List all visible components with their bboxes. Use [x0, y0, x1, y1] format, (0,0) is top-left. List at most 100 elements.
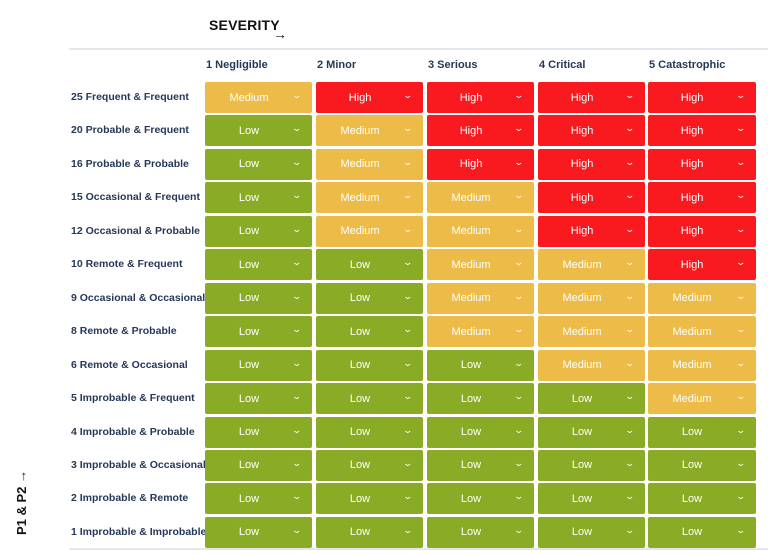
chevron-down-icon[interactable]: ⌄: [402, 190, 414, 201]
risk-level-dropdown[interactable]: Low ⌄: [205, 416, 312, 448]
risk-level-dropdown[interactable]: High ⌄: [648, 182, 756, 214]
risk-level-dropdown[interactable]: Low ⌄: [316, 316, 423, 348]
chevron-down-icon[interactable]: ⌄: [513, 257, 525, 268]
chevron-down-icon[interactable]: ⌄: [735, 524, 747, 535]
chevron-down-icon[interactable]: ⌄: [513, 156, 525, 167]
risk-level-dropdown[interactable]: High ⌄: [316, 82, 423, 113]
risk-level-dropdown[interactable]: Low ⌄: [316, 483, 423, 515]
risk-level-dropdown[interactable]: High ⌄: [648, 215, 756, 247]
risk-level-dropdown[interactable]: Low ⌄: [316, 416, 423, 448]
risk-level-dropdown[interactable]: Low ⌄: [316, 449, 423, 481]
chevron-down-icon[interactable]: ⌄: [513, 524, 525, 535]
risk-level-dropdown[interactable]: Low ⌄: [648, 416, 756, 448]
risk-level-dropdown[interactable]: Low ⌄: [205, 383, 312, 415]
risk-level-dropdown[interactable]: Low ⌄: [648, 483, 756, 515]
chevron-down-icon[interactable]: ⌄: [624, 190, 636, 201]
chevron-down-icon[interactable]: ⌄: [735, 190, 747, 201]
risk-level-dropdown[interactable]: Low ⌄: [205, 148, 312, 180]
chevron-down-icon[interactable]: ⌄: [291, 391, 303, 402]
risk-level-dropdown[interactable]: Low ⌄: [648, 449, 756, 481]
chevron-down-icon[interactable]: ⌄: [513, 357, 525, 368]
chevron-down-icon[interactable]: ⌄: [291, 190, 303, 201]
risk-level-dropdown[interactable]: Low ⌄: [205, 349, 312, 381]
risk-level-dropdown[interactable]: High ⌄: [538, 148, 645, 180]
risk-level-dropdown[interactable]: Low ⌄: [538, 383, 645, 415]
chevron-down-icon[interactable]: ⌄: [624, 324, 636, 335]
risk-level-dropdown[interactable]: Low ⌄: [648, 516, 756, 548]
chevron-down-icon[interactable]: ⌄: [513, 391, 525, 402]
risk-level-dropdown[interactable]: High ⌄: [538, 182, 645, 214]
chevron-down-icon[interactable]: ⌄: [291, 123, 303, 134]
risk-level-dropdown[interactable]: Low ⌄: [538, 416, 645, 448]
chevron-down-icon[interactable]: ⌄: [291, 424, 303, 435]
chevron-down-icon[interactable]: ⌄: [513, 324, 525, 335]
risk-level-dropdown[interactable]: Low ⌄: [316, 516, 423, 548]
chevron-down-icon[interactable]: ⌄: [291, 223, 303, 234]
chevron-down-icon[interactable]: ⌄: [402, 223, 414, 234]
risk-level-dropdown[interactable]: Low ⌄: [427, 416, 534, 448]
chevron-down-icon[interactable]: ⌄: [402, 424, 414, 435]
risk-level-dropdown[interactable]: Medium ⌄: [648, 383, 756, 415]
risk-level-dropdown[interactable]: High ⌄: [427, 82, 534, 113]
risk-level-dropdown[interactable]: Low ⌄: [205, 182, 312, 214]
chevron-down-icon[interactable]: ⌄: [402, 90, 414, 100]
risk-level-dropdown[interactable]: Medium ⌄: [427, 316, 534, 348]
chevron-down-icon[interactable]: ⌄: [291, 257, 303, 268]
risk-level-dropdown[interactable]: Medium ⌄: [205, 82, 312, 113]
risk-level-dropdown[interactable]: Low ⌄: [538, 449, 645, 481]
risk-level-dropdown[interactable]: High ⌄: [538, 115, 645, 147]
risk-level-dropdown[interactable]: Low ⌄: [538, 483, 645, 515]
chevron-down-icon[interactable]: ⌄: [513, 190, 525, 201]
chevron-down-icon[interactable]: ⌄: [291, 156, 303, 167]
chevron-down-icon[interactable]: ⌄: [735, 156, 747, 167]
chevron-down-icon[interactable]: ⌄: [402, 391, 414, 402]
risk-level-dropdown[interactable]: Low ⌄: [205, 115, 312, 147]
risk-level-dropdown[interactable]: High ⌄: [538, 215, 645, 247]
chevron-down-icon[interactable]: ⌄: [735, 90, 747, 100]
risk-level-dropdown[interactable]: Low ⌄: [205, 316, 312, 348]
risk-level-dropdown[interactable]: Medium ⌄: [427, 249, 534, 281]
chevron-down-icon[interactable]: ⌄: [624, 123, 636, 134]
risk-level-dropdown[interactable]: Medium ⌄: [648, 349, 756, 381]
risk-level-dropdown[interactable]: Low ⌄: [205, 449, 312, 481]
chevron-down-icon[interactable]: ⌄: [735, 257, 747, 268]
risk-level-dropdown[interactable]: Medium ⌄: [316, 115, 423, 147]
risk-level-dropdown[interactable]: Low ⌄: [316, 349, 423, 381]
chevron-down-icon[interactable]: ⌄: [402, 324, 414, 335]
risk-level-dropdown[interactable]: Low ⌄: [538, 516, 645, 548]
chevron-down-icon[interactable]: ⌄: [291, 324, 303, 335]
chevron-down-icon[interactable]: ⌄: [624, 357, 636, 368]
chevron-down-icon[interactable]: ⌄: [291, 491, 303, 502]
chevron-down-icon[interactable]: ⌄: [624, 156, 636, 167]
risk-level-dropdown[interactable]: Medium ⌄: [316, 148, 423, 180]
risk-level-dropdown[interactable]: Low ⌄: [205, 483, 312, 515]
chevron-down-icon[interactable]: ⌄: [735, 123, 747, 134]
chevron-down-icon[interactable]: ⌄: [402, 524, 414, 535]
chevron-down-icon[interactable]: ⌄: [735, 391, 747, 402]
risk-level-dropdown[interactable]: High ⌄: [427, 148, 534, 180]
risk-level-dropdown[interactable]: Medium ⌄: [538, 316, 645, 348]
chevron-down-icon[interactable]: ⌄: [291, 90, 303, 100]
risk-level-dropdown[interactable]: Low ⌄: [205, 282, 312, 314]
risk-level-dropdown[interactable]: Medium ⌄: [316, 182, 423, 214]
chevron-down-icon[interactable]: ⌄: [624, 223, 636, 234]
chevron-down-icon[interactable]: ⌄: [624, 491, 636, 502]
risk-level-dropdown[interactable]: Low ⌄: [427, 483, 534, 515]
chevron-down-icon[interactable]: ⌄: [513, 424, 525, 435]
risk-level-dropdown[interactable]: High ⌄: [648, 82, 756, 113]
risk-level-dropdown[interactable]: Low ⌄: [205, 516, 312, 548]
chevron-down-icon[interactable]: ⌄: [624, 290, 636, 301]
risk-level-dropdown[interactable]: High ⌄: [648, 148, 756, 180]
risk-level-dropdown[interactable]: Low ⌄: [427, 383, 534, 415]
chevron-down-icon[interactable]: ⌄: [735, 223, 747, 234]
chevron-down-icon[interactable]: ⌄: [735, 491, 747, 502]
chevron-down-icon[interactable]: ⌄: [402, 357, 414, 368]
chevron-down-icon[interactable]: ⌄: [402, 156, 414, 167]
risk-level-dropdown[interactable]: High ⌄: [538, 82, 645, 113]
chevron-down-icon[interactable]: ⌄: [513, 123, 525, 134]
chevron-down-icon[interactable]: ⌄: [513, 290, 525, 301]
chevron-down-icon[interactable]: ⌄: [624, 424, 636, 435]
risk-level-dropdown[interactable]: Medium ⌄: [648, 282, 756, 314]
risk-level-dropdown[interactable]: High ⌄: [648, 115, 756, 147]
chevron-down-icon[interactable]: ⌄: [624, 90, 636, 100]
